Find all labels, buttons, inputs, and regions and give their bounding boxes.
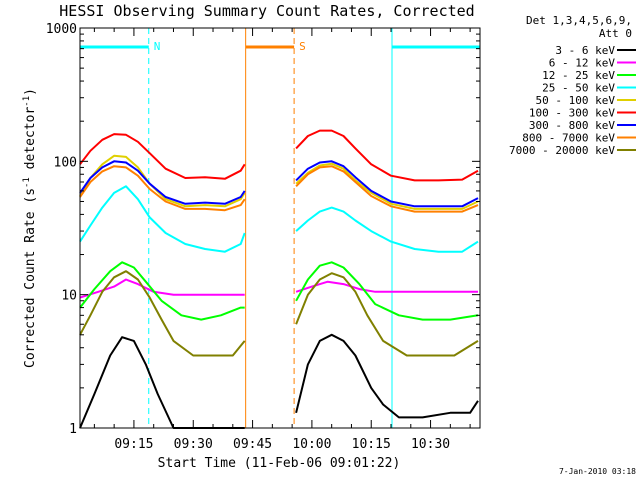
series-line-2-seg-1 [295, 261, 479, 321]
legend-label-5: 100 - 300 keV [529, 107, 615, 120]
y-axis-label-exp2: -1 [22, 96, 32, 107]
series-line-1-seg-1 [295, 280, 478, 293]
legend-label-4: 50 - 100 keV [536, 94, 616, 107]
series-line-0-seg-0 [79, 336, 245, 429]
legend-label-0: 3 - 6 keV [555, 44, 615, 57]
y-axis-label-mid: detector [23, 107, 38, 178]
y-tick-label-1: 1 [69, 422, 77, 437]
legend-header-line-1: Det 1,3,4,5,6,9, [526, 14, 632, 27]
y-axis-label-main: Corrected Count Rate (s [23, 188, 38, 368]
series-line-6-seg-1 [295, 160, 479, 208]
y-axis-label-end: ) [23, 88, 38, 96]
x-tick-label-1030: 10:30 [411, 437, 450, 452]
y-axis: 1 10 100 1000 [46, 22, 480, 437]
series-line-8-seg-1 [295, 272, 479, 357]
legend-label-1: 6 - 12 keV [549, 57, 616, 70]
x-tick-label-0945: 09:45 [233, 437, 272, 452]
footer-timestamp: 7-Jan-2010 03:18 [559, 467, 636, 476]
legend-label-7: 800 - 7000 keV [522, 132, 615, 145]
plot-frame [79, 27, 481, 429]
legend-header-line-2: Att 0 [599, 27, 632, 40]
y-axis-label-exp1: -1 [22, 177, 32, 188]
y-tick-label-1000: 1000 [46, 22, 77, 37]
series-line-7-seg-0 [79, 165, 246, 212]
series-line-2-seg-0 [79, 261, 245, 321]
series-line-5-seg-0 [79, 133, 246, 180]
series-line-5-seg-1 [295, 129, 479, 182]
y-tick-label-10: 10 [61, 289, 77, 304]
y-tick-label-100: 100 [54, 155, 77, 170]
x-axis: 09:15 09:30 09:45 10:00 10:15 10:30 [93, 28, 471, 452]
x-tick-label-0930: 09:30 [174, 437, 213, 452]
x-axis-label: Start Time (11-Feb-06 09:01:22) [158, 456, 401, 471]
x-tick-label-1000: 10:00 [292, 437, 331, 452]
legend-label-2: 12 - 25 keV [542, 69, 615, 82]
series-line-3-seg-0 [79, 185, 246, 253]
legend-label-6: 300 - 800 keV [529, 119, 615, 132]
series-line-4-seg-1 [295, 162, 479, 210]
legend-label-8: 7000 - 20000 keV [509, 144, 615, 157]
series-line-3-seg-1 [295, 206, 479, 253]
series-line-6-seg-0 [79, 160, 246, 205]
x-tick-label-0915: 09:15 [114, 437, 153, 452]
y-axis-label: Corrected Count Rate (s-1 detector-1) [22, 88, 38, 368]
series-line-0-seg-1 [295, 333, 479, 419]
annotation-label-s: S [299, 40, 306, 53]
series-line-7-seg-1 [295, 165, 479, 213]
x-tick-label-1015: 10:15 [352, 437, 391, 452]
series-line-8-seg-0 [79, 270, 246, 357]
annotation-label-n: N [154, 40, 161, 53]
chart-title: HESSI Observing Summary Count Rates, Cor… [59, 2, 474, 20]
legend-label-3: 25 - 50 keV [542, 82, 615, 95]
